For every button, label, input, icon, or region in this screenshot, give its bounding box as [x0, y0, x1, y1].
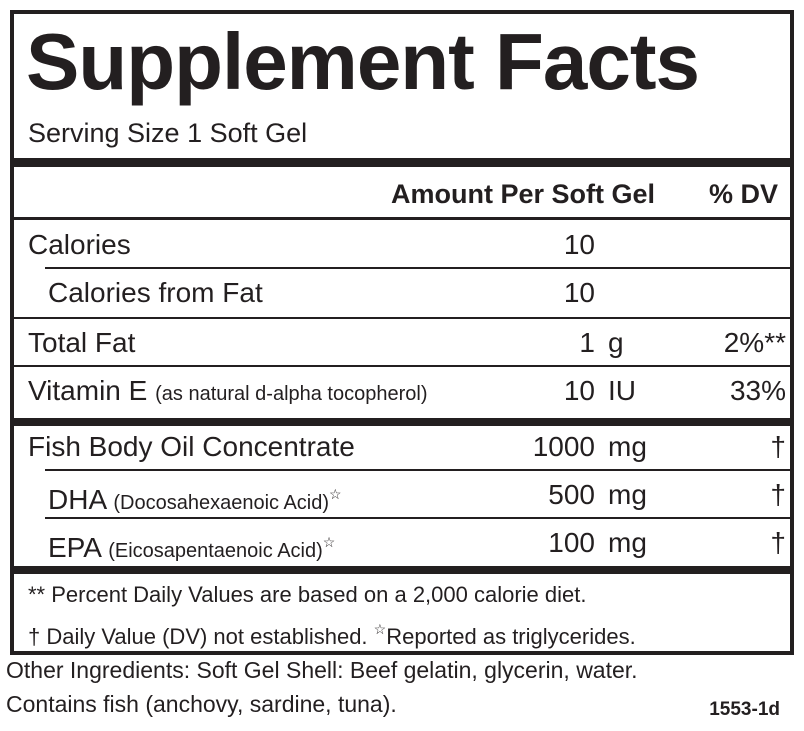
amount: 10	[563, 277, 595, 308]
product-code: 1553-1d	[709, 699, 780, 720]
amount: 500	[548, 479, 595, 510]
nutrient-detail: (Eicosapentaenoic Acid)	[108, 540, 323, 562]
label-box	[10, 10, 794, 655]
daily-value: †	[770, 527, 786, 558]
row: Calories 10	[0, 220, 804, 269]
row: Vitamin E (as natural d-alpha tocopherol…	[0, 366, 804, 415]
column-header: % DV	[708, 179, 778, 209]
nutrient: Calories from Fat	[48, 277, 263, 308]
serving-size: Serving Size 1 Soft Gel	[28, 118, 308, 148]
unit: mg	[608, 527, 647, 558]
nutrient-detail: (Docosahexaenoic Acid)	[113, 492, 330, 514]
amount: 10	[563, 229, 595, 260]
nutrient: DHA	[48, 484, 106, 515]
amount: 10	[563, 375, 595, 406]
rule	[45, 469, 794, 471]
rule	[10, 317, 794, 319]
nutrient: Vitamin E	[28, 375, 148, 406]
row: DHA (Docosahexaenoic Acid)☆ 500 mg †	[0, 470, 804, 519]
unit: IU	[608, 375, 636, 406]
daily-value: 33%	[729, 375, 786, 406]
rule	[10, 418, 794, 426]
nutrient-detail: (as natural d-alpha tocopherol)	[155, 383, 428, 405]
nutrient: Calories	[28, 229, 131, 260]
footnote: Reported as triglycerides.	[386, 624, 636, 649]
footnote: † Daily Value (DV) not established.	[28, 624, 368, 649]
star-marker: ☆	[322, 534, 336, 550]
amount: 1	[579, 327, 595, 358]
unit: g	[608, 327, 624, 358]
footnote: † Daily Value (DV) not established. ☆Rep…	[28, 612, 636, 654]
nutrient: Total Fat	[28, 327, 136, 358]
row: Total Fat 1 g 2%**	[0, 318, 804, 367]
nutrient: EPA	[48, 532, 101, 563]
star-marker: ☆	[329, 486, 342, 502]
row: Fish Body Oil Concentrate 1000 mg †	[0, 422, 804, 471]
rule	[10, 566, 794, 574]
unit: mg	[608, 479, 647, 510]
nutrient-name: DHA (Docosahexaenoic Acid)☆	[48, 470, 342, 528]
unit: mg	[608, 431, 647, 462]
nutrient-name: Calories from Fat	[48, 268, 263, 317]
rule	[45, 517, 794, 519]
nutrient-name: Total Fat	[28, 318, 135, 367]
footnote: ** Percent Daily Values are based on a 2…	[28, 582, 587, 607]
daily-value: 2%**	[723, 327, 786, 358]
thick-rule	[10, 158, 794, 167]
column-header: Amount Per Soft Gel	[390, 179, 655, 209]
rule	[10, 217, 794, 220]
nutrient: Fish Body Oil Concentrate	[28, 431, 355, 462]
star-marker: ☆	[373, 621, 387, 637]
amount: 1000	[532, 431, 595, 462]
rule	[45, 267, 794, 269]
daily-value: †	[770, 431, 786, 462]
title: Supplement Facts	[26, 17, 700, 106]
nutrient-name: EPA (Eicosapentaenoic Acid)☆	[48, 518, 335, 576]
nutrient-name: Calories	[28, 220, 131, 269]
ingredients: Other Ingredients: Soft Gel Shell: Beef …	[6, 657, 638, 683]
rule	[10, 365, 794, 367]
nutrient-name: Vitamin E (as natural d-alpha tocopherol…	[28, 366, 428, 419]
ingredients: Contains fish (anchovy, sardine, tuna).	[6, 691, 397, 717]
nutrient-name: Fish Body Oil Concentrate	[28, 422, 355, 471]
row: Calories from Fat 10	[0, 268, 804, 317]
row: EPA (Eicosapentaenoic Acid)☆ 100 mg †	[0, 518, 804, 567]
amount: 100	[548, 527, 595, 558]
daily-value: †	[770, 479, 786, 510]
